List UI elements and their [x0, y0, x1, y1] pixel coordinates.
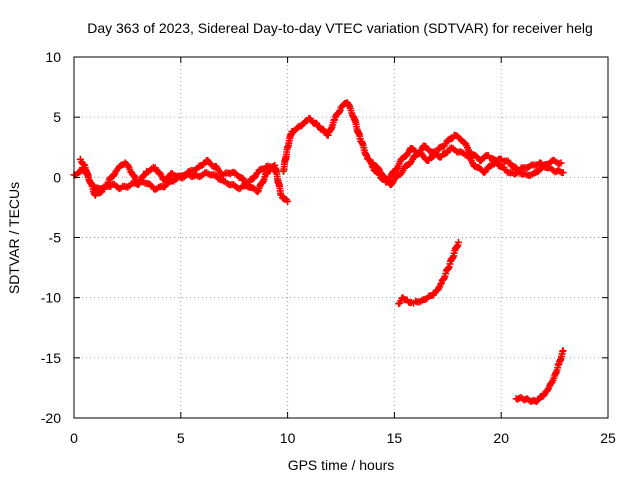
data-point-fill	[377, 168, 385, 176]
x-tick-label: 20	[493, 430, 509, 446]
data-point-fill	[443, 148, 451, 156]
x-tick-label: 0	[70, 430, 78, 446]
data-point	[557, 159, 565, 167]
data-point	[284, 197, 292, 205]
series-trace-f	[512, 347, 567, 405]
x-tick-label: 10	[280, 430, 296, 446]
y-tick-labels: -20 -15 -10 -5 0 5 10	[41, 49, 61, 426]
data-point	[271, 166, 279, 174]
y-tick-label: -20	[41, 410, 61, 426]
data-point-fill	[253, 170, 261, 178]
data-point	[559, 347, 567, 355]
axis-ticks	[73, 56, 609, 419]
y-tick-label: -10	[41, 290, 61, 306]
x-tick-label: 15	[387, 430, 403, 446]
series-trace-d	[369, 142, 565, 189]
x-tick-labels: 0 5 10 15 20 25	[70, 430, 616, 446]
data-point-fill	[110, 171, 118, 179]
y-tick-label: -15	[41, 350, 61, 366]
data-point-fill	[512, 164, 520, 172]
chart-title: Day 363 of 2023, Sidereal Day-to-day VTE…	[87, 20, 593, 36]
y-axis-label: SDTVAR / TECUs	[6, 182, 22, 294]
y-tick-label: -5	[49, 230, 62, 246]
x-axis-label: GPS time / hours	[288, 457, 395, 473]
data-points	[70, 99, 567, 405]
y-tick-label: 10	[45, 49, 61, 65]
x-tick-label: 5	[177, 430, 185, 446]
series-trace-b	[76, 155, 279, 193]
x-tick-label: 25	[600, 430, 616, 446]
data-point-fill	[436, 281, 444, 289]
data-point-fill	[250, 173, 258, 181]
data-point	[559, 169, 567, 177]
data-point	[454, 238, 462, 246]
y-tick-label: 0	[53, 169, 61, 185]
series-trace-e	[395, 238, 462, 308]
y-tick-label: 5	[53, 109, 61, 125]
